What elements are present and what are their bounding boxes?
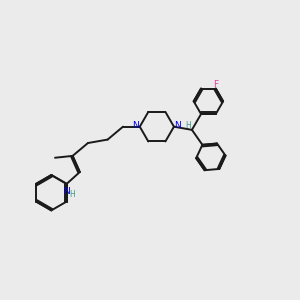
Text: N: N <box>63 187 70 196</box>
Text: F: F <box>213 80 218 89</box>
Text: H: H <box>185 121 191 130</box>
Text: N: N <box>174 121 181 130</box>
Text: H: H <box>69 190 75 199</box>
Text: N: N <box>133 121 139 130</box>
